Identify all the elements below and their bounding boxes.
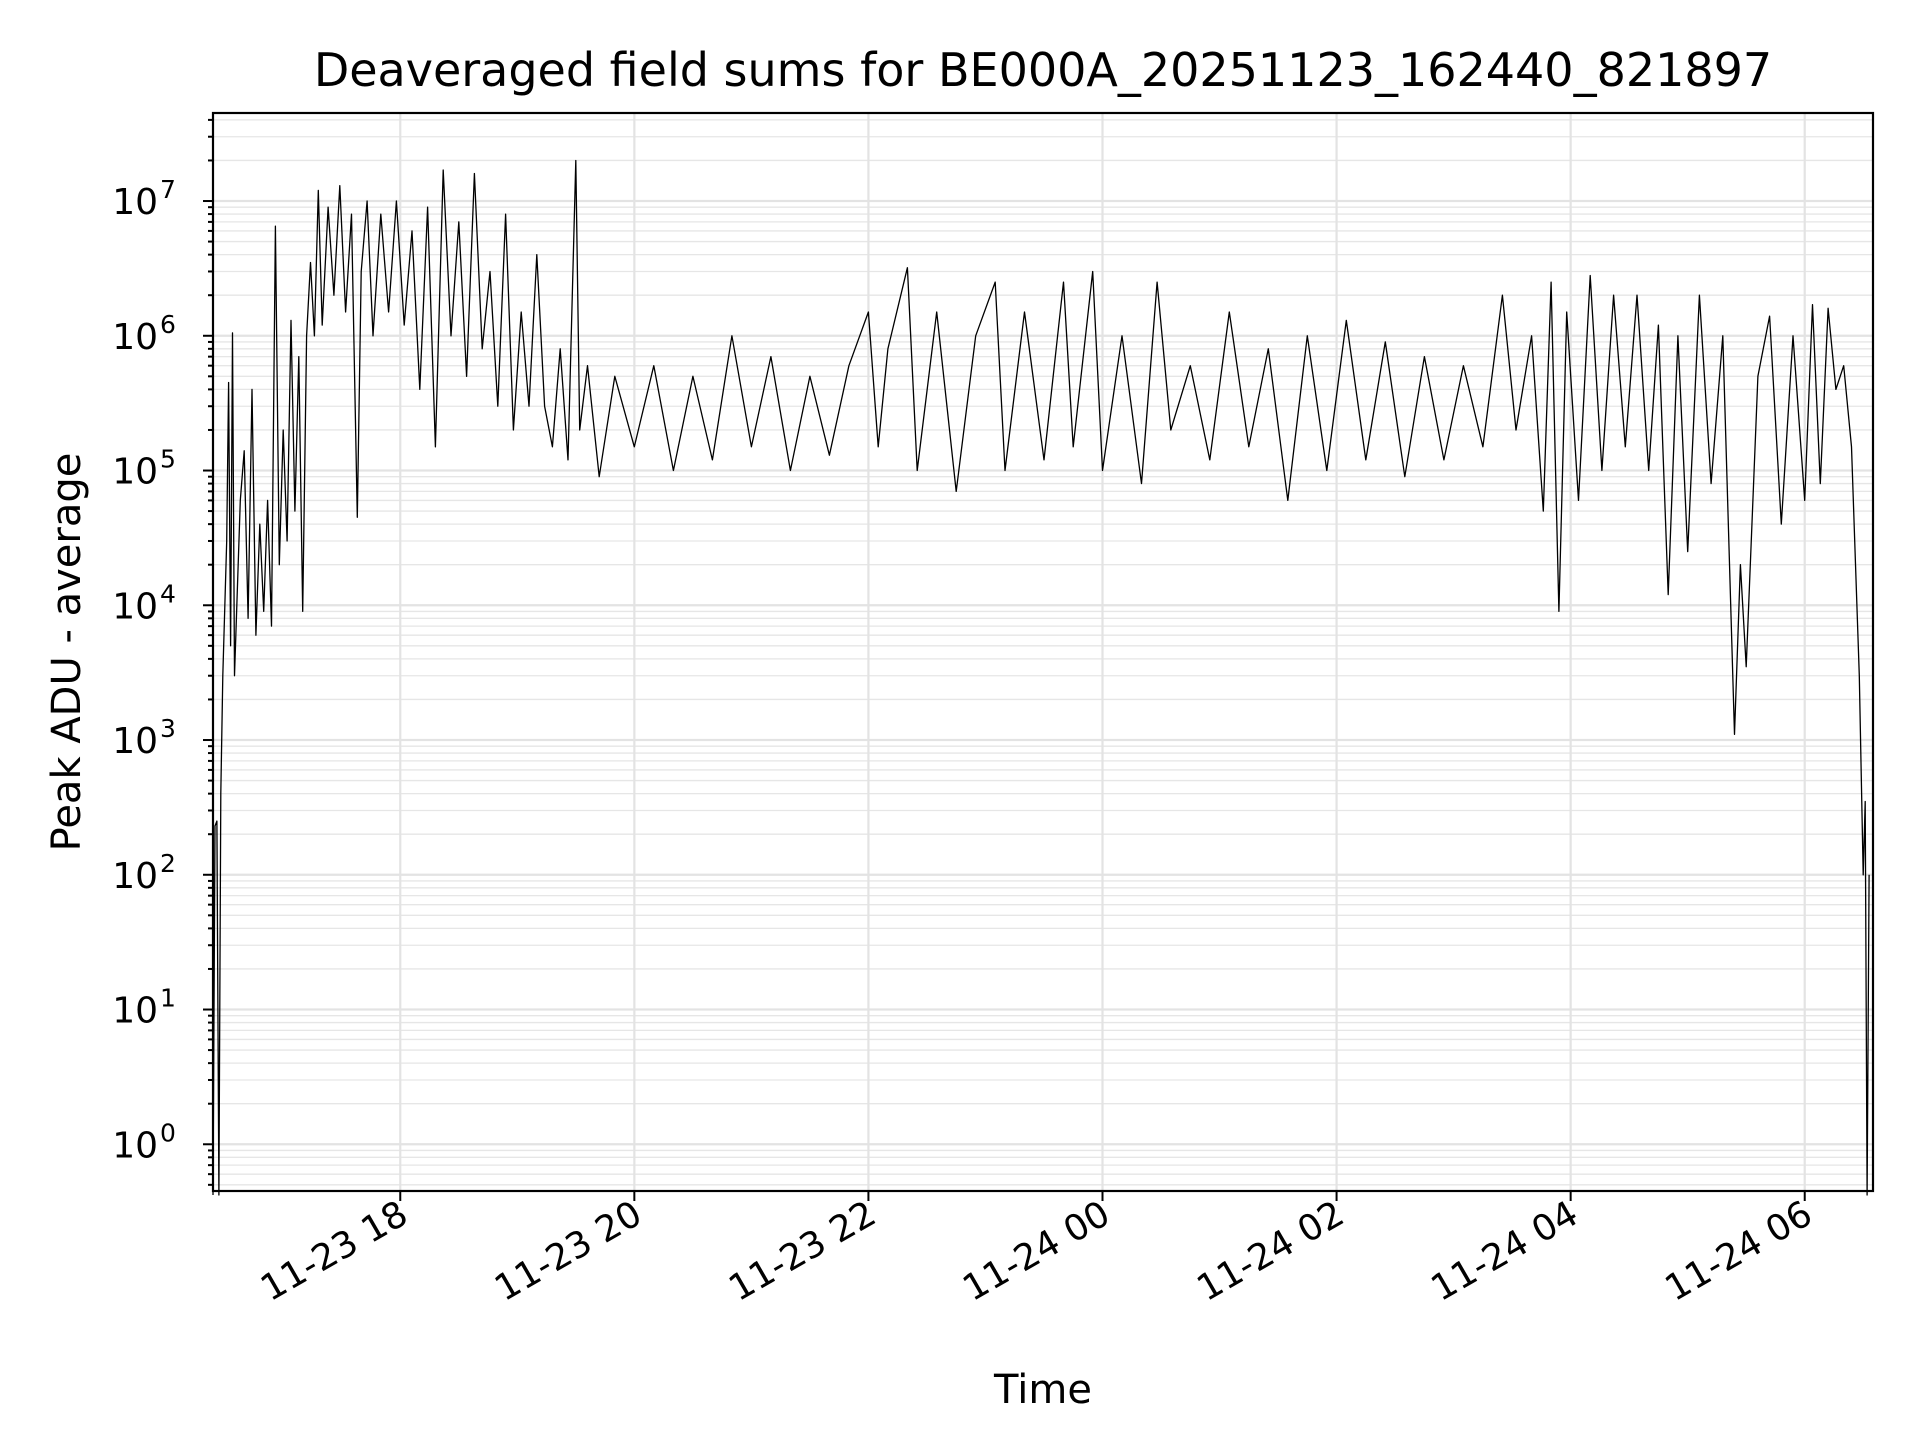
y-tick-exponent: 2 bbox=[160, 849, 176, 878]
x-tick-label: 11-24 04 bbox=[1424, 1193, 1585, 1309]
plot-frame bbox=[211, 111, 1875, 1193]
y-tick-exponent: 0 bbox=[160, 1118, 176, 1147]
x-tick-label: 11-23 20 bbox=[488, 1193, 649, 1309]
x-axis-label: Time bbox=[993, 1367, 1092, 1413]
y-tick-label: 10 bbox=[112, 1125, 158, 1166]
x-tick-label: 11-24 06 bbox=[1659, 1193, 1820, 1309]
x-tick-label: 11-23 18 bbox=[254, 1193, 415, 1309]
grid bbox=[213, 113, 1873, 1191]
y-tick-exponent: 5 bbox=[160, 445, 176, 474]
series-layer bbox=[212, 159, 1870, 1196]
y-tick-exponent: 4 bbox=[160, 579, 176, 608]
y-tick-label: 10 bbox=[112, 991, 158, 1032]
y-tick-label: 10 bbox=[112, 317, 158, 358]
x-tick-label: 11-23 22 bbox=[722, 1193, 883, 1309]
y-axis-label: Peak ADU - average bbox=[44, 453, 90, 852]
y-tick-exponent: 7 bbox=[160, 175, 176, 204]
x-tick-label: 11-24 02 bbox=[1190, 1193, 1351, 1309]
series-line bbox=[212, 159, 1870, 1196]
y-tick-exponent: 3 bbox=[160, 714, 176, 743]
y-tick-label: 10 bbox=[112, 856, 158, 897]
y-tick-exponent: 6 bbox=[160, 310, 176, 339]
x-tick-label: 11-24 00 bbox=[956, 1193, 1117, 1309]
y-tick-label: 10 bbox=[112, 586, 158, 627]
y-tick-exponent: 1 bbox=[160, 984, 176, 1013]
y-tick-label: 10 bbox=[112, 182, 158, 223]
chart-title: Deaveraged field sums for BE000A_2025112… bbox=[314, 43, 1772, 97]
y-tick-label: 10 bbox=[112, 452, 158, 493]
y-tick-label: 10 bbox=[112, 721, 158, 762]
